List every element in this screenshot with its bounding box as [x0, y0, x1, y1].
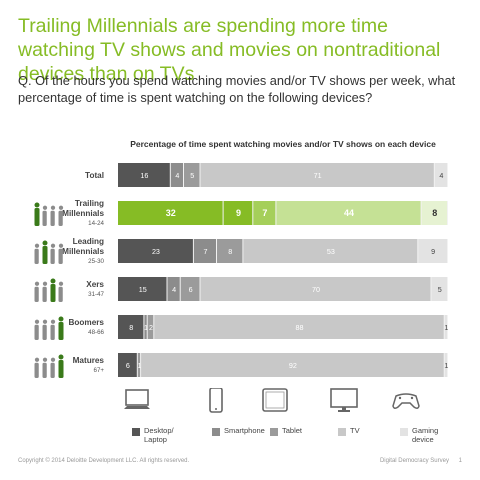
bar-segment [217, 239, 243, 263]
data-label: 7 [203, 247, 207, 256]
data-label: 4 [172, 285, 176, 294]
bar-segment [200, 163, 434, 187]
bar-segment [118, 315, 144, 339]
data-label: 5 [190, 171, 194, 180]
question-text: Q. Of the hours you spend watching movie… [18, 73, 456, 105]
generation-people-icon [34, 278, 64, 302]
legend-swatch [338, 428, 346, 436]
legend-label: Tablet [282, 426, 303, 435]
bar-segment [137, 353, 141, 377]
category-label: Trailing [75, 199, 104, 208]
footer-page-number: 1 [458, 458, 462, 464]
bar-segment [118, 239, 193, 263]
legend-swatch [400, 428, 408, 436]
tablet-icon [262, 388, 288, 412]
tv-icon [330, 388, 358, 412]
category-sublabel: 67+ [94, 367, 105, 374]
legend-swatch [132, 428, 140, 436]
chart-title: Percentage of time spent watching movies… [130, 139, 436, 149]
data-label: 8 [228, 247, 232, 256]
data-label: 44 [344, 208, 354, 218]
bar-segment [184, 163, 200, 187]
category-label: Leading [73, 237, 104, 246]
footer-source-text: Digital Democracy Survey [379, 458, 449, 464]
legend-swatch [212, 428, 220, 436]
bar-segment [253, 201, 276, 225]
desktop-icon [124, 389, 150, 409]
bar-segment [180, 277, 200, 301]
data-label: 16 [140, 171, 148, 180]
bar-segment [170, 163, 183, 187]
category-sublabel: 48-66 [88, 329, 104, 336]
legend-swatch [270, 428, 278, 436]
data-label: 53 [327, 247, 335, 256]
category-label: Matures [73, 356, 105, 365]
bar-segment [118, 353, 137, 377]
legend-label: Desktop/ Laptop [144, 426, 174, 444]
gaming-controller-icon [392, 393, 420, 410]
smartphone-icon [209, 388, 223, 413]
footer-copyright: Copyright © 2014 Deloitte Development LL… [18, 458, 190, 464]
bar-segment [421, 201, 447, 225]
category-label: Millennials [62, 247, 104, 256]
legend-label: Smartphone [224, 426, 265, 435]
data-label: 92 [289, 361, 297, 370]
generation-people-icon [34, 354, 64, 378]
data-label: 8 [432, 208, 437, 218]
data-label: 5 [438, 285, 442, 294]
category-sublabel: 14-24 [88, 220, 104, 227]
data-label: 32 [166, 208, 176, 218]
bar-segment [200, 277, 431, 301]
bar-segment [193, 239, 216, 263]
data-label: 1 [444, 323, 448, 332]
data-label: 23 [152, 247, 160, 256]
bar-segment [444, 315, 447, 339]
generation-people-icon [34, 240, 64, 264]
data-label: 88 [296, 323, 304, 332]
bar-segment [141, 353, 444, 377]
category-label: Total [85, 171, 104, 180]
footer-source: Digital Democracy Survey 1 [380, 458, 462, 464]
category-label: Xers [86, 280, 104, 289]
bar-segment [118, 277, 167, 301]
bar-segment [144, 315, 147, 339]
bar-segment [276, 201, 421, 225]
bar-segment [431, 277, 447, 301]
bar-segment [223, 201, 253, 225]
data-label: 15 [139, 285, 147, 294]
data-label: 7 [262, 208, 267, 218]
bar-segment [418, 239, 447, 263]
data-label: 8 [129, 323, 133, 332]
data-label: 1 [144, 323, 148, 332]
data-label: 6 [189, 285, 193, 294]
category-sublabel: 31-47 [88, 291, 104, 298]
data-label: 4 [439, 171, 443, 180]
category-label: Millennials [62, 209, 104, 218]
bar-segment [118, 201, 223, 225]
generation-people-icon [34, 316, 64, 340]
data-label: 9 [431, 247, 435, 256]
legend-label: Gaming device [412, 426, 439, 444]
data-label: 1 [137, 361, 141, 370]
headline: Trailing Millennials are spending more t… [18, 15, 441, 85]
bar-segment [243, 239, 418, 263]
data-label: 9 [236, 208, 241, 218]
generation-people-icon [34, 202, 64, 226]
data-label: 1 [444, 361, 448, 370]
data-label: 4 [175, 171, 179, 180]
data-label: 6 [126, 361, 130, 370]
data-label: 71 [314, 171, 322, 180]
legend-label: TV [350, 426, 360, 435]
category-label: Boomers [69, 318, 105, 327]
bar-segment [118, 163, 170, 187]
data-label: 2 [149, 323, 153, 332]
bar-segment [444, 353, 447, 377]
category-sublabel: 25-30 [88, 258, 104, 265]
bar-segment [434, 163, 447, 187]
bar-segment [147, 315, 154, 339]
bar-segment [167, 277, 180, 301]
bar-segment [154, 315, 444, 339]
data-label: 70 [312, 285, 320, 294]
